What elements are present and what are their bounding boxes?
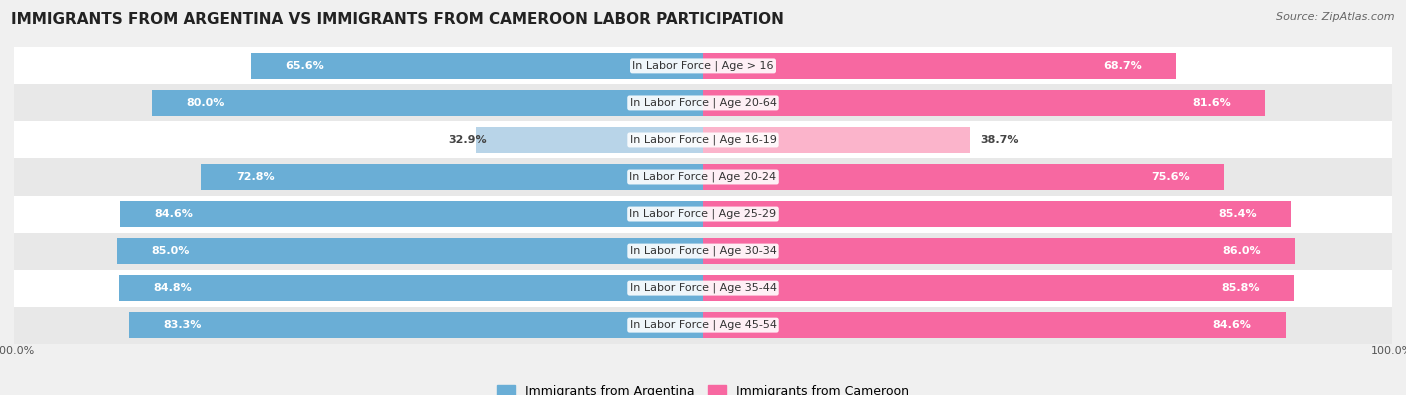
- Bar: [14, 47, 1392, 85]
- Text: 75.6%: 75.6%: [1150, 172, 1189, 182]
- Bar: [14, 121, 1392, 158]
- Bar: [118, 275, 703, 301]
- Text: 85.0%: 85.0%: [152, 246, 190, 256]
- Text: 86.0%: 86.0%: [1222, 246, 1261, 256]
- Bar: [703, 53, 1177, 79]
- Text: 65.6%: 65.6%: [285, 61, 325, 71]
- Bar: [14, 233, 1392, 269]
- Bar: [703, 164, 1223, 190]
- Text: 83.3%: 83.3%: [163, 320, 202, 330]
- Bar: [14, 269, 1392, 307]
- Legend: Immigrants from Argentina, Immigrants from Cameroon: Immigrants from Argentina, Immigrants fr…: [492, 380, 914, 395]
- Text: In Labor Force | Age 16-19: In Labor Force | Age 16-19: [630, 135, 776, 145]
- Text: 38.7%: 38.7%: [980, 135, 1018, 145]
- Text: 68.7%: 68.7%: [1104, 61, 1142, 71]
- Bar: [14, 85, 1392, 121]
- Text: Source: ZipAtlas.com: Source: ZipAtlas.com: [1277, 12, 1395, 22]
- Bar: [152, 90, 703, 116]
- Bar: [703, 201, 1291, 228]
- Text: In Labor Force | Age 20-24: In Labor Force | Age 20-24: [630, 172, 776, 182]
- Bar: [703, 238, 1295, 264]
- Bar: [252, 53, 703, 79]
- Text: 84.6%: 84.6%: [155, 209, 194, 219]
- Bar: [703, 312, 1286, 339]
- Bar: [14, 196, 1392, 233]
- Bar: [703, 127, 970, 153]
- Bar: [14, 158, 1392, 196]
- Text: 85.8%: 85.8%: [1222, 283, 1260, 293]
- Bar: [201, 164, 703, 190]
- Text: 85.4%: 85.4%: [1218, 209, 1257, 219]
- Bar: [703, 275, 1294, 301]
- Bar: [120, 201, 703, 228]
- Text: 84.6%: 84.6%: [1212, 320, 1251, 330]
- Text: IMMIGRANTS FROM ARGENTINA VS IMMIGRANTS FROM CAMEROON LABOR PARTICIPATION: IMMIGRANTS FROM ARGENTINA VS IMMIGRANTS …: [11, 12, 785, 27]
- Text: In Labor Force | Age 20-64: In Labor Force | Age 20-64: [630, 98, 776, 108]
- Text: 32.9%: 32.9%: [449, 135, 486, 145]
- Text: 80.0%: 80.0%: [186, 98, 225, 108]
- Text: 72.8%: 72.8%: [236, 172, 274, 182]
- Bar: [703, 90, 1265, 116]
- Text: 84.8%: 84.8%: [153, 283, 193, 293]
- Text: 81.6%: 81.6%: [1192, 98, 1230, 108]
- Text: In Labor Force | Age 25-29: In Labor Force | Age 25-29: [630, 209, 776, 219]
- Text: In Labor Force | Age 30-34: In Labor Force | Age 30-34: [630, 246, 776, 256]
- Bar: [129, 312, 703, 339]
- Bar: [14, 307, 1392, 344]
- Bar: [117, 238, 703, 264]
- Text: In Labor Force | Age 45-54: In Labor Force | Age 45-54: [630, 320, 776, 330]
- Text: In Labor Force | Age > 16: In Labor Force | Age > 16: [633, 61, 773, 71]
- Bar: [477, 127, 703, 153]
- Text: In Labor Force | Age 35-44: In Labor Force | Age 35-44: [630, 283, 776, 293]
